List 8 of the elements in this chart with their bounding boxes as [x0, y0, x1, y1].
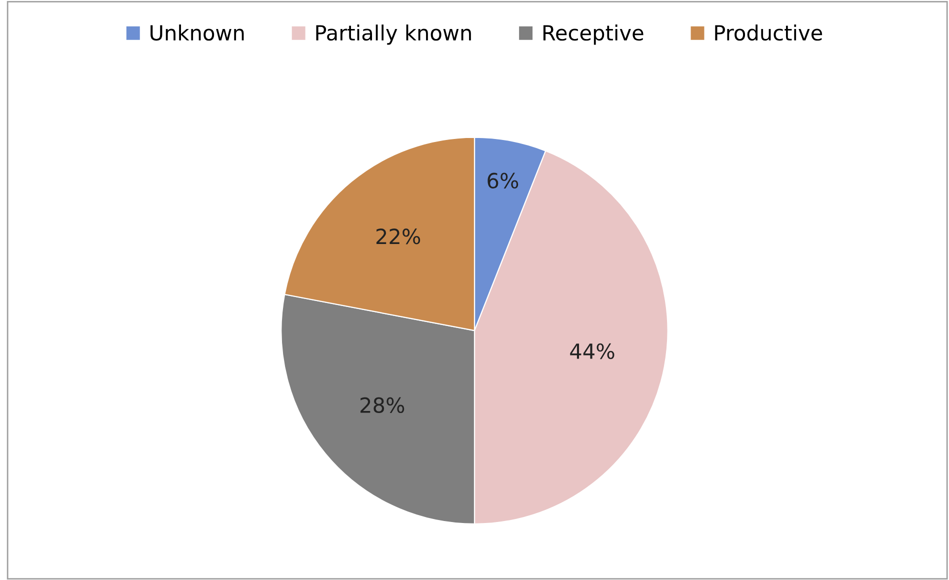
data-label: 6% — [488, 172, 518, 189]
legend-label: Unknown — [150, 24, 244, 41]
legend-label: Productive — [715, 24, 822, 41]
data-label: 22% — [376, 228, 420, 244]
legend-label: Receptive — [543, 24, 644, 45]
data-label: 28% — [360, 397, 404, 414]
legend-label: Partially known — [316, 24, 471, 45]
data-label: 44% — [570, 343, 614, 360]
